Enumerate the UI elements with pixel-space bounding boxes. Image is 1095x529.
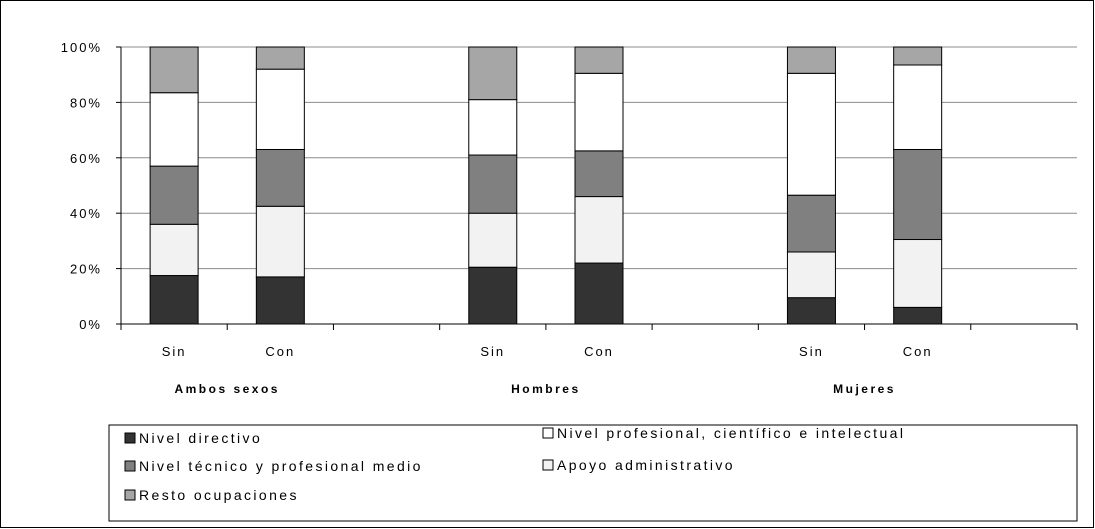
group-label: Ambos sexos [174,382,280,396]
bar-segment [893,306,943,325]
legend-label: Nivel directivo [139,430,262,446]
bar-segment [893,239,943,308]
bar-segment [255,205,305,278]
group-label: Mujeres [833,382,896,396]
y-tick-label: 20% [70,262,102,277]
bar-segment [786,46,836,74]
legend-box [108,424,1078,522]
legend-label: Nivel técnico y profesional medio [139,458,423,474]
bar-segment [786,194,836,253]
x-category-label: Con [265,344,295,359]
x-category-label: Sin [162,344,187,359]
bar-segment [574,72,624,152]
bar-segment [468,99,518,156]
bar-segment [255,46,305,70]
bar-segment [149,92,199,167]
bar-segment [149,223,199,277]
y-tick-label: 100% [61,40,102,55]
bar-segment [893,148,943,241]
y-tick-label: 60% [70,151,102,166]
bar-segment [574,46,624,74]
bar-segment [149,165,199,225]
bar-segment [468,154,518,214]
bar-segment [574,196,624,264]
legend-label: Apoyo administrativo [557,457,735,473]
bar-segment [893,64,943,150]
bar-segment [468,212,518,268]
x-category-label: Sin [799,344,824,359]
bar-segment [574,262,624,325]
y-tick-label: 40% [70,206,102,221]
legend-swatch [542,427,554,439]
bar-segment [255,68,305,150]
x-category-label: Con [903,344,933,359]
bar-segment [574,150,624,198]
bar-segment [468,46,518,101]
bar-segment [468,266,518,325]
bar-segment [149,46,199,94]
legend-label: Resto ocupaciones [139,487,299,503]
legend-swatch [124,460,136,472]
x-category-label: Sin [480,344,505,359]
legend-swatch [542,459,554,471]
bar-segment [149,275,199,325]
y-tick-label: 80% [70,95,102,110]
legend-label: Nivel profesional, científico e intelect… [557,425,905,441]
legend-swatch [124,432,136,444]
bar-segment [786,72,836,196]
bar-segment [786,297,836,325]
bar-segment [255,148,305,207]
bar-segment [786,251,836,299]
legend-swatch [124,489,136,501]
bar-segment [255,276,305,325]
x-category-label: Con [584,344,614,359]
y-tick-label: 0% [79,317,102,332]
bar-segment [893,46,943,66]
group-label: Hombres [511,382,581,396]
